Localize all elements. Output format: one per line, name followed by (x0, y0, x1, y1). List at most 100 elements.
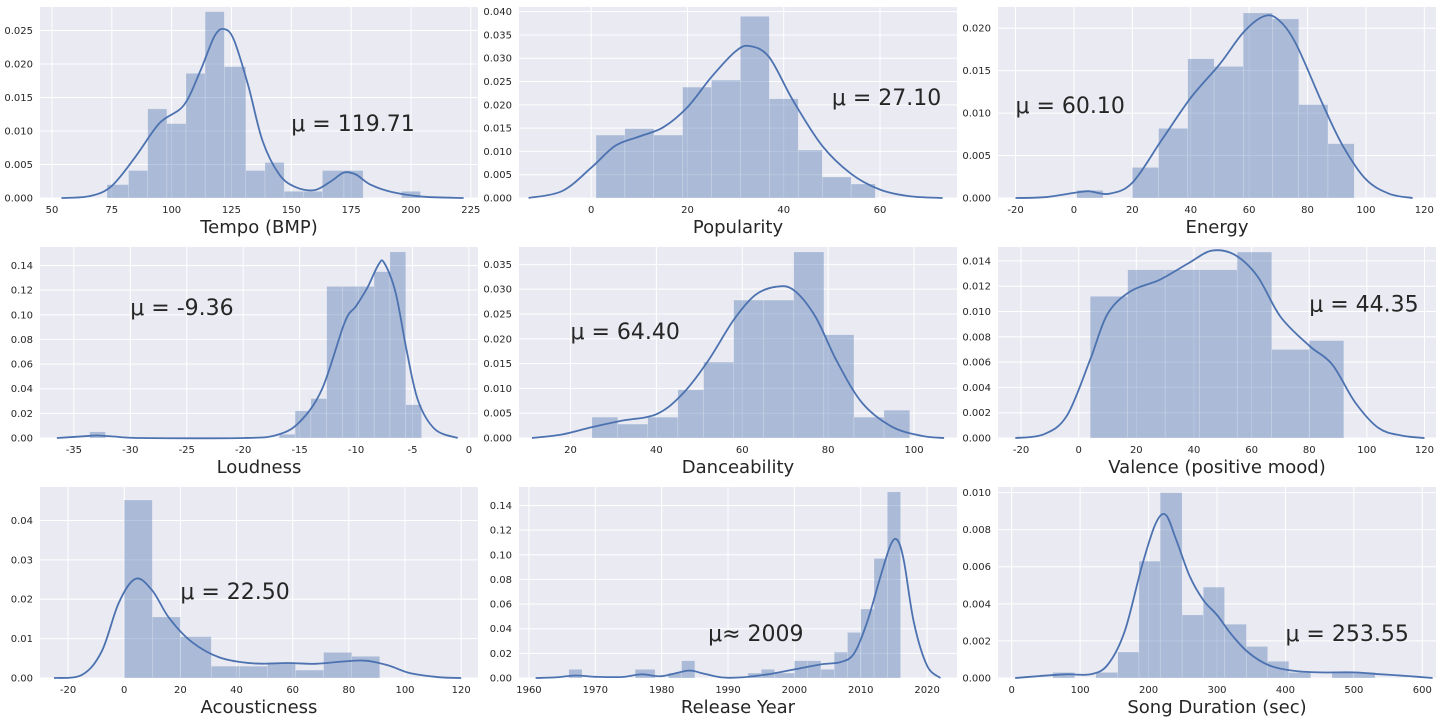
histogram-bar (1236, 251, 1272, 439)
y-tick-label: 0.008 (962, 332, 991, 343)
panel-7: -20 0 20 40 60 80 100 120 0.00 0.01 0.02 0.03 0.04 Ac… (11, 487, 478, 718)
mean-annotation: μ = 27.10 (832, 86, 941, 111)
y-tick-label: 0.010 (962, 307, 991, 318)
histogram-bar (1181, 614, 1204, 679)
y-tick-label: 0.04 (11, 384, 33, 395)
x-tick-label: 20 (564, 445, 577, 456)
histogram-bar (295, 669, 324, 679)
histogram-bar (1224, 623, 1247, 679)
y-tick-label: 0.04 (11, 516, 33, 527)
x-tick-label: 75 (105, 205, 118, 216)
y-tick-label: 0.010 (962, 488, 991, 499)
histogram-bar (850, 183, 876, 199)
panel-3: -20 0 20 40 60 80 100 120 0.000 0.005 0.010 0.015 0.… (962, 7, 1436, 238)
y-tick-label: 0.02 (11, 409, 33, 420)
y-tick-label: 0.002 (962, 636, 991, 647)
x-tick-label: 100 (395, 685, 414, 696)
histogram-bar (245, 170, 266, 199)
x-tick-label: -10 (348, 445, 364, 456)
histogram-bar (405, 404, 422, 439)
histogram-bar (677, 389, 704, 439)
histogram-bar (1132, 167, 1159, 199)
histogram-bar (821, 176, 852, 199)
x-tick-label: 100 (1357, 445, 1376, 456)
y-tick-label: 0.010 (962, 109, 991, 120)
y-tick-label: 0.02 (11, 595, 33, 606)
x-axis-label: Release Year (681, 697, 796, 718)
x-tick-label: -20 (60, 685, 76, 696)
x-tick-label: 225 (461, 205, 480, 216)
y-tick-label: 0.004 (962, 383, 991, 394)
histogram-bar (1089, 296, 1128, 439)
histogram-bar (847, 632, 862, 679)
kde-line (535, 537, 942, 679)
histogram-bar (1187, 58, 1215, 199)
x-tick-label: -20 (1013, 445, 1029, 456)
x-tick-label: 50 (46, 205, 59, 216)
x-tick-label: 0 (1075, 445, 1081, 456)
histogram-bar (1164, 269, 1200, 439)
histogram-bar (682, 86, 712, 199)
histogram-bar (763, 299, 795, 439)
kde-line (1015, 14, 1413, 199)
x-tick-label: 0 (466, 445, 472, 456)
y-tick-label: 0.08 (490, 575, 512, 586)
histogram-bar (279, 434, 296, 439)
x-tick-label: 20 (1126, 205, 1139, 216)
x-tick-label: 80 (822, 445, 835, 456)
x-tick-label: 80 (342, 685, 355, 696)
histogram-bar (224, 66, 247, 199)
y-tick-label: 0.015 (483, 359, 512, 370)
histogram-bar (647, 416, 679, 439)
x-tick-label: 0 (588, 205, 594, 216)
x-tick-label: 400 (1276, 685, 1295, 696)
x-tick-label: 100 (1071, 685, 1090, 696)
histogram-bar (358, 286, 375, 439)
x-tick-label: 60 (1245, 445, 1258, 456)
x-tick-label: -25 (179, 445, 195, 456)
panel-4: -35 -30 -25 -20 -15 -10 -5 0 0.00 0.02 0.04 0.06 0.0… (11, 247, 478, 478)
x-tick-label: 1960 (516, 685, 541, 696)
x-tick-label: 0 (121, 685, 127, 696)
mean-annotation: μ = 253.55 (1285, 622, 1408, 647)
x-tick-label: 125 (222, 205, 241, 216)
x-tick-label: 60 (874, 205, 887, 216)
x-tick-label: -5 (408, 445, 418, 456)
mean-annotation: μ = 60.10 (1016, 94, 1125, 119)
histogram-bar (1271, 349, 1310, 439)
y-tick-label: 0.02 (490, 649, 512, 660)
x-tick-label: 40 (650, 445, 663, 456)
x-tick-label: 0 (1071, 205, 1077, 216)
y-tick-label: 0.014 (962, 256, 991, 267)
y-tick-label: 0.000 (962, 434, 991, 445)
x-tick-label: 100 (162, 205, 181, 216)
mean-annotation: μ≈ 2009 (708, 622, 803, 647)
x-tick-label: 40 (777, 205, 790, 216)
histogram-bar (106, 184, 129, 199)
mean-annotation: μ = 119.71 (291, 112, 414, 137)
histogram-bar (681, 660, 696, 679)
x-tick-label: 60 (286, 685, 299, 696)
panel-5: 20 40 60 80 100 0.000 0.005 0.010 0.015 0.020 0.02… (483, 247, 957, 478)
kde-line (528, 44, 943, 199)
x-tick-label: 120 (1415, 445, 1434, 456)
panel-8: 1960 1970 1980 1990 2000 2010 2020 0.00 0.02 0.04… (490, 487, 957, 718)
y-tick-label: 0.030 (483, 285, 512, 296)
histogram-bar (740, 16, 770, 199)
x-tick-label: 2020 (914, 685, 939, 696)
y-tick-label: 0.00 (11, 434, 33, 445)
plot-area (519, 487, 957, 678)
kde-line (1015, 249, 1425, 439)
histogram-bar (1272, 18, 1300, 199)
y-tick-label: 0.040 (483, 7, 512, 18)
y-tick-label: 0.015 (483, 124, 512, 135)
x-axis-label: Energy (1185, 217, 1248, 238)
histogram-bar (326, 286, 343, 439)
x-tick-label: 60 (1243, 205, 1256, 216)
histogram-bar (1203, 586, 1225, 679)
x-tick-label: -35 (66, 445, 82, 456)
histogram-bar (1117, 651, 1140, 679)
histogram-bar (1095, 672, 1119, 679)
panel-9: 0 100 200 300 400 500 600 0.000 0.002 0.004 0.006 0… (962, 487, 1436, 718)
y-tick-label: 0.020 (4, 59, 33, 70)
